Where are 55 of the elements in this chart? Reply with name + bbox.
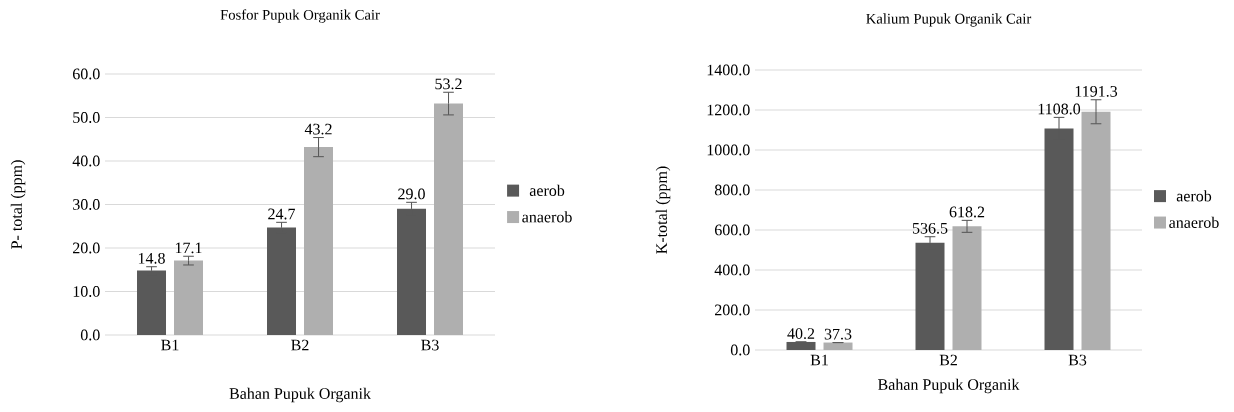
bar — [137, 270, 167, 335]
y-tick-label: 0.0 — [80, 329, 100, 341]
x-tick-label: B2 — [939, 354, 957, 366]
bar — [174, 260, 204, 335]
y-tick-label: 60.0 — [72, 68, 100, 80]
data-label: 24.7 — [268, 208, 296, 220]
y-tick-label: 1400.0 — [707, 64, 750, 76]
x-axis-title: Bahan Pupuk Organik — [229, 387, 371, 403]
y-tick-label: 600.0 — [714, 224, 750, 236]
data-label: 43.2 — [304, 123, 332, 135]
data-label: 618.2 — [949, 206, 985, 218]
y-tick-label: 1200.0 — [707, 104, 750, 116]
data-label: 37.3 — [824, 328, 852, 340]
chart-title: Kalium Pupuk Organik Cair — [866, 13, 1032, 27]
bar — [952, 226, 982, 350]
y-tick-label: 20.0 — [73, 242, 100, 254]
data-label: 40.2 — [787, 328, 815, 340]
x-tick-label: B1 — [810, 354, 828, 366]
data-label: 1191.3 — [1075, 85, 1118, 97]
bar — [915, 242, 945, 350]
y-axis-title: P- total (ppm) — [10, 160, 26, 249]
y-tick-label: 50.0 — [73, 112, 100, 123]
x-tick-label: B3 — [421, 339, 439, 351]
y-tick-label: 1000.0 — [707, 144, 750, 156]
x-axis-title: Bahan Pupuk Organik — [878, 378, 1020, 394]
x-tick-label: B1 — [161, 339, 179, 351]
bar — [434, 103, 463, 335]
x-tick-label: B2 — [291, 339, 309, 351]
bar — [1044, 128, 1074, 350]
y-axis-title: K-total (ppm) — [655, 166, 671, 254]
bar — [1081, 111, 1111, 350]
y-tick-label: 40.0 — [72, 155, 100, 167]
data-label: 53.2 — [435, 78, 462, 90]
bar — [786, 341, 816, 350]
legend-label: aerob — [529, 184, 565, 196]
data-label: 14.8 — [138, 252, 165, 264]
y-tick-label: 30.0 — [73, 199, 100, 210]
chart-title: Fosfor Pupuk Organik Cair — [220, 9, 380, 23]
bar — [304, 147, 334, 335]
legend-label: anaerob — [1169, 216, 1219, 228]
y-tick-label: 800.0 — [714, 184, 750, 196]
data-label: 17.1 — [175, 242, 202, 254]
data-label: 536.5 — [912, 222, 948, 234]
data-label: 1108.0 — [1038, 103, 1081, 115]
y-tick-label: 400.0 — [714, 264, 750, 276]
bar — [823, 342, 853, 350]
bar — [267, 227, 297, 335]
bar — [397, 208, 427, 335]
y-tick-label: 10.0 — [73, 286, 100, 297]
legend-label: anaerob — [522, 211, 572, 223]
y-tick-label: 200.0 — [715, 304, 750, 316]
data-label: 29.0 — [398, 188, 425, 200]
y-tick-label: 0.0 — [730, 344, 750, 356]
x-tick-label: B3 — [1068, 354, 1087, 366]
legend-label: aerob — [1176, 190, 1212, 202]
